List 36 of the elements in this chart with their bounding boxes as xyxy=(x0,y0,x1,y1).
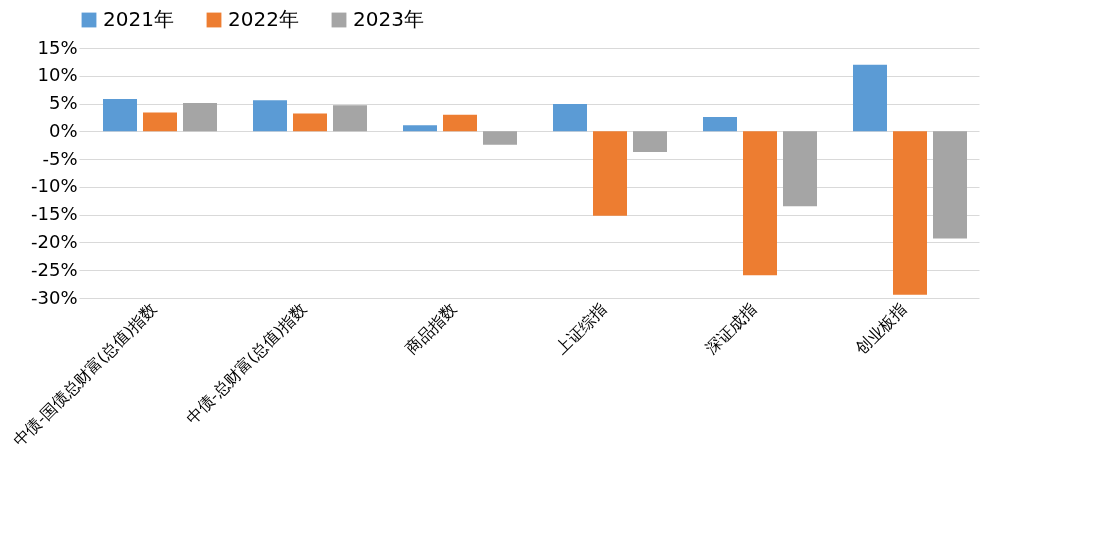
bar xyxy=(743,131,777,276)
bar xyxy=(783,131,817,207)
bar xyxy=(143,112,177,132)
bar xyxy=(103,99,137,132)
x-tick-label: 深证成指 xyxy=(701,299,761,359)
y-tick-label: -5% xyxy=(42,147,78,169)
bar xyxy=(593,131,627,216)
bar xyxy=(483,131,517,145)
y-tick-label: 0% xyxy=(48,119,78,141)
y-tick-label: -15% xyxy=(30,203,78,225)
bar xyxy=(333,105,367,132)
bar xyxy=(553,104,587,132)
bar xyxy=(933,131,967,239)
x-tick-label: 中债-总财富(总值)指数 xyxy=(182,299,311,428)
bar xyxy=(853,64,887,132)
bar xyxy=(253,100,287,132)
y-tick-label: -20% xyxy=(30,230,78,252)
bar xyxy=(703,116,737,132)
y-tick-label: 5% xyxy=(48,92,78,114)
y-tick-label: -30% xyxy=(30,286,78,308)
legend-label: 2023年 xyxy=(353,7,424,31)
bar xyxy=(443,114,477,132)
y-tick-label: -10% xyxy=(30,175,78,197)
x-tick-label: 上证综指 xyxy=(551,299,611,359)
bar xyxy=(893,131,927,295)
bar xyxy=(633,131,667,152)
legend-label: 2021年 xyxy=(103,7,174,31)
legend-label: 2022年 xyxy=(228,7,299,31)
y-tick-label: 10% xyxy=(37,64,78,86)
y-tick-label: -25% xyxy=(30,258,78,280)
y-tick-label: 15% xyxy=(37,36,78,58)
bar xyxy=(293,113,327,132)
x-tick-label: 商品指数 xyxy=(401,299,461,359)
x-tick-label: 创业板指 xyxy=(851,299,911,359)
bar xyxy=(403,125,437,132)
bar xyxy=(183,103,217,132)
